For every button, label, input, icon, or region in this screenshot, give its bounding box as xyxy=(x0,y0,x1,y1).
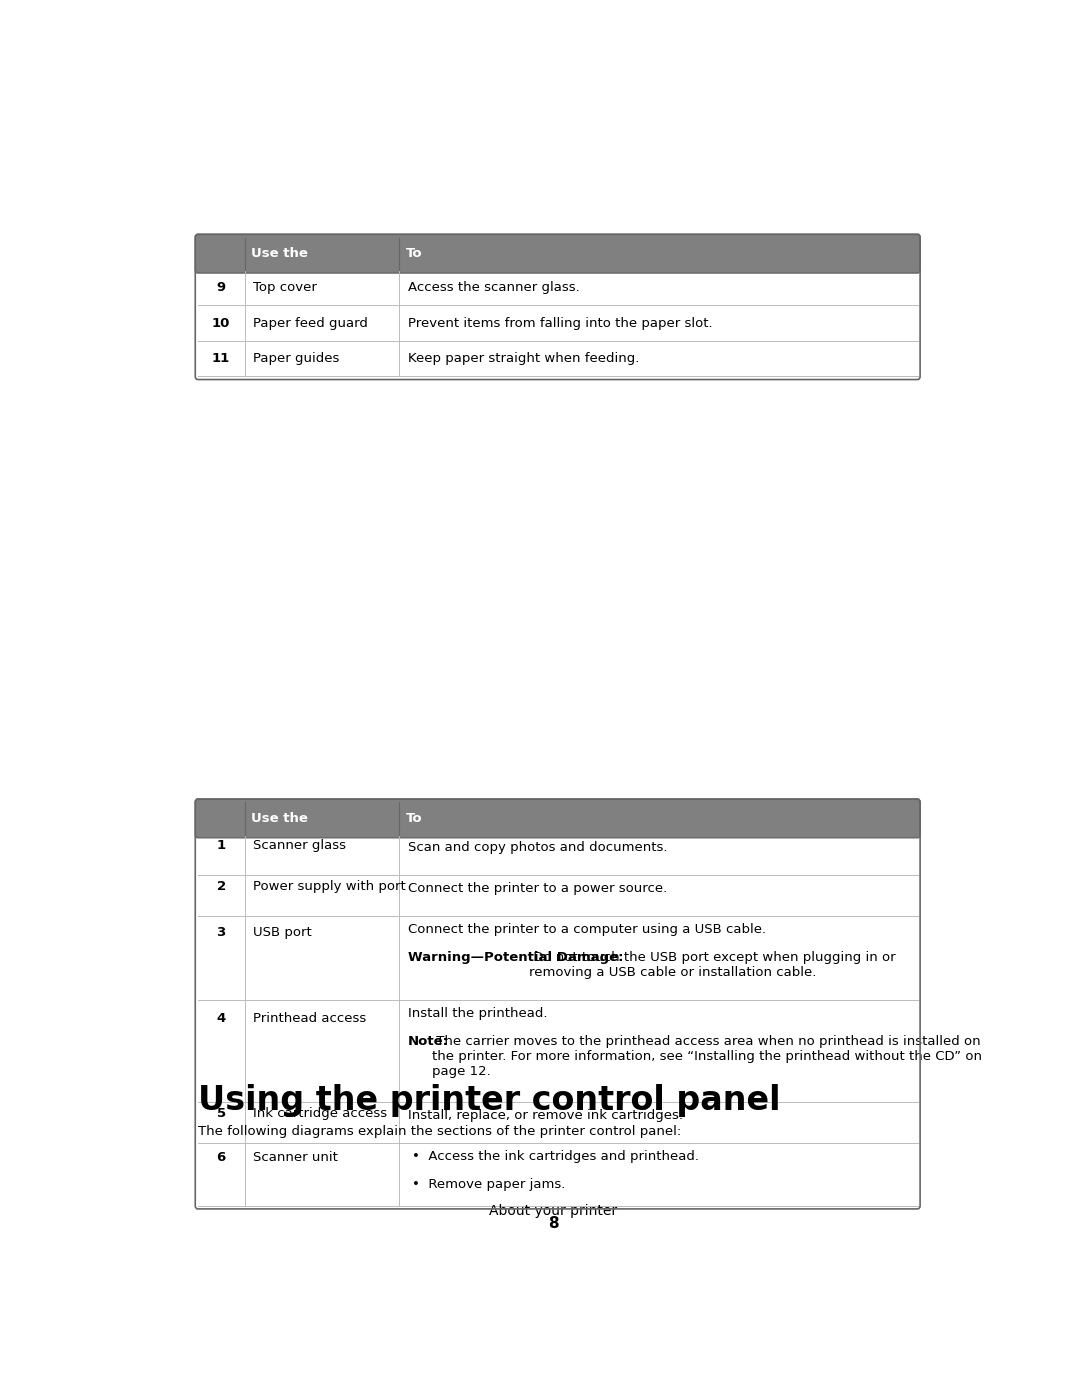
Text: 1: 1 xyxy=(217,840,226,852)
Text: •  Access the ink cartridges and printhead.: • Access the ink cartridges and printhea… xyxy=(411,1150,699,1162)
Text: The carrier moves to the printhead access area when no printhead is installed on: The carrier moves to the printhead acces… xyxy=(432,1035,982,1077)
Text: 11: 11 xyxy=(212,352,230,365)
Text: Top cover: Top cover xyxy=(253,281,316,295)
Text: Note:: Note: xyxy=(407,1035,448,1048)
Text: Install the printhead.: Install the printhead. xyxy=(407,1007,548,1020)
Text: 10: 10 xyxy=(212,317,230,330)
Text: Prevent items from falling into the paper slot.: Prevent items from falling into the pape… xyxy=(407,317,713,330)
Text: Access the scanner glass.: Access the scanner glass. xyxy=(407,281,580,295)
FancyBboxPatch shape xyxy=(195,799,920,838)
Text: To: To xyxy=(406,247,422,260)
Text: Paper guides: Paper guides xyxy=(253,352,339,365)
Text: •  Remove paper jams.: • Remove paper jams. xyxy=(411,1178,565,1190)
Text: Warning—Potential Damage:: Warning—Potential Damage: xyxy=(407,951,623,964)
Text: 6: 6 xyxy=(217,1151,226,1164)
Text: Keep paper straight when feeding.: Keep paper straight when feeding. xyxy=(407,352,639,365)
Text: Scanner glass: Scanner glass xyxy=(253,840,346,852)
Text: Connect the printer to a computer using a USB cable.: Connect the printer to a computer using … xyxy=(407,923,766,936)
Text: USB port: USB port xyxy=(253,926,312,939)
Text: 8: 8 xyxy=(549,1217,558,1232)
Text: About your printer: About your printer xyxy=(489,1204,618,1218)
Text: 2: 2 xyxy=(217,880,226,893)
Text: Power supply with port: Power supply with port xyxy=(253,880,406,893)
Text: Use the: Use the xyxy=(252,812,308,826)
Text: 3: 3 xyxy=(217,926,226,939)
Text: 5: 5 xyxy=(217,1108,226,1120)
Text: Scan and copy photos and documents.: Scan and copy photos and documents. xyxy=(407,841,667,854)
Text: Install, replace, or remove ink cartridges.: Install, replace, or remove ink cartridg… xyxy=(407,1109,683,1122)
Bar xyxy=(198,802,918,834)
Text: 4: 4 xyxy=(217,1013,226,1025)
Text: Use the: Use the xyxy=(252,247,308,260)
Bar xyxy=(198,237,918,270)
Text: Paper feed guard: Paper feed guard xyxy=(253,317,368,330)
Text: Ink cartridge access: Ink cartridge access xyxy=(253,1108,387,1120)
Text: The following diagrams explain the sections of the printer control panel:: The following diagrams explain the secti… xyxy=(198,1125,681,1139)
Text: Do not touch the USB port except when plugging in or
removing a USB cable or ins: Do not touch the USB port except when pl… xyxy=(529,951,895,979)
Text: Printhead access: Printhead access xyxy=(253,1013,366,1025)
Text: Scanner unit: Scanner unit xyxy=(253,1151,338,1164)
Text: Connect the printer to a power source.: Connect the printer to a power source. xyxy=(407,882,667,895)
Text: To: To xyxy=(406,812,422,826)
Text: Using the printer control panel: Using the printer control panel xyxy=(198,1084,780,1118)
FancyBboxPatch shape xyxy=(195,235,920,272)
Text: 9: 9 xyxy=(217,281,226,295)
